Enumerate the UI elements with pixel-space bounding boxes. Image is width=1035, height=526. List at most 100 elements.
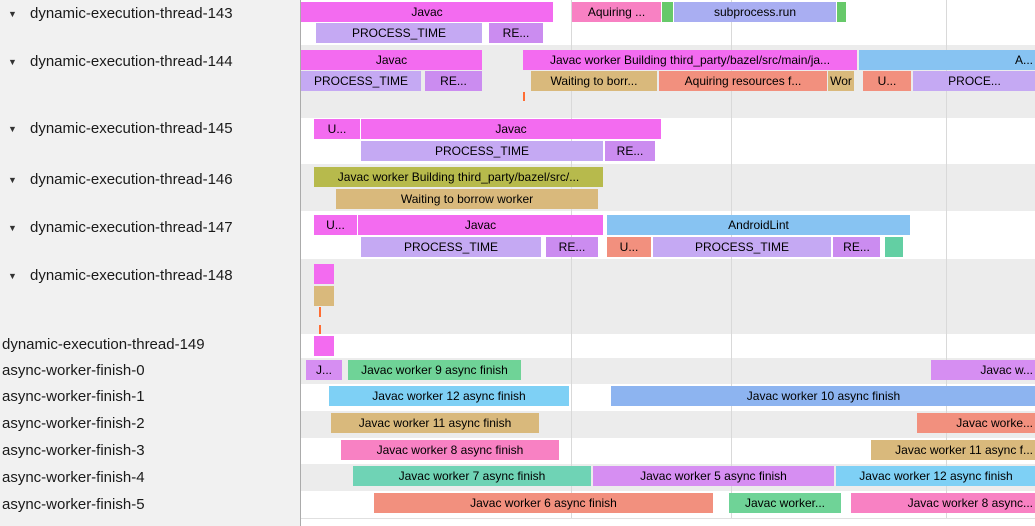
trace-event-label: RE... (440, 74, 467, 88)
trace-event[interactable]: Javac w... (931, 360, 1035, 380)
instant-event-tick[interactable] (523, 92, 525, 101)
trace-event[interactable]: PROCESS_TIME (361, 237, 541, 257)
sidebar-item-dynamic-execution-thread-144[interactable]: ▼ dynamic-execution-thread-144 (0, 52, 300, 72)
trace-event[interactable]: Javac worke... (917, 413, 1035, 433)
trace-event[interactable]: Javac (361, 119, 661, 139)
track-name: async-worker-finish-2 (2, 415, 145, 432)
trace-event[interactable]: Javac worker Building third_party/bazel/… (314, 167, 603, 187)
collapse-arrow-icon[interactable]: ▼ (8, 175, 17, 185)
trace-event-label: Javac (375, 53, 408, 67)
trace-event[interactable] (314, 286, 334, 306)
track-background (301, 334, 1035, 358)
trace-event[interactable]: Wor (828, 71, 854, 91)
trace-event[interactable]: Javac worker 5 async finish (593, 466, 834, 486)
trace-event[interactable]: AndroidLint (607, 215, 910, 235)
instant-event-tick[interactable] (319, 307, 321, 317)
trace-event-label: Javac worker 9 async finish (361, 363, 508, 377)
trace-event-label: Javac worker... (744, 496, 826, 510)
trace-event[interactable]: RE... (605, 141, 655, 161)
trace-event[interactable]: RE... (546, 237, 598, 257)
trace-event-label: RE... (616, 144, 644, 158)
trace-event[interactable]: Javac worker... (729, 493, 841, 513)
trace-event[interactable]: A... (859, 50, 1035, 70)
trace-event[interactable]: Javac worker 6 async finish (374, 493, 713, 513)
trace-event[interactable]: Waiting to borrow worker (336, 189, 598, 209)
collapse-arrow-icon[interactable]: ▼ (8, 223, 17, 233)
trace-event[interactable]: Aquiring resources f... (659, 71, 827, 91)
gridline (946, 0, 947, 518)
trace-event[interactable]: PROCESS_TIME (653, 237, 831, 257)
trace-event-label: Javac worker 5 async finish (640, 469, 787, 483)
trace-event[interactable]: Waiting to borr... (531, 71, 657, 91)
sidebar-item-dynamic-execution-thread-146[interactable]: ▼ dynamic-execution-thread-146 (0, 170, 300, 190)
sidebar-item-dynamic-execution-thread-147[interactable]: ▼ dynamic-execution-thread-147 (0, 218, 300, 238)
trace-event[interactable]: Javac worker 11 async finish (331, 413, 539, 433)
trace-event[interactable]: RE... (489, 23, 543, 43)
trace-event-label: PROCESS_TIME (351, 26, 447, 40)
trace-event-label: Waiting to borr... (550, 74, 638, 88)
trace-event[interactable]: U... (863, 71, 911, 91)
trace-event-label: U... (619, 240, 639, 254)
sidebar-item-dynamic-execution-thread-145[interactable]: ▼ dynamic-execution-thread-145 (0, 119, 300, 139)
trace-event[interactable]: Javac worker 9 async finish (348, 360, 521, 380)
trace-event-label: U... (327, 122, 347, 136)
track-name: dynamic-execution-thread-146 (30, 171, 233, 188)
trace-event[interactable]: U... (314, 119, 360, 139)
trace-event[interactable]: Aquiring ... (572, 2, 661, 22)
collapse-arrow-icon[interactable]: ▼ (8, 57, 17, 67)
sidebar-item-dynamic-execution-thread-148[interactable]: ▼ dynamic-execution-thread-148 (0, 266, 300, 286)
trace-event[interactable]: Javac (301, 2, 553, 22)
trace-event[interactable]: subprocess.run (674, 2, 836, 22)
sidebar-item-dynamic-execution-thread-149[interactable]: dynamic-execution-thread-149 (0, 335, 300, 355)
trace-event-label: Javac worker 7 async finish (398, 469, 546, 483)
trace-event[interactable]: J... (306, 360, 342, 380)
trace-event-label: PROCESS_TIME (694, 240, 790, 254)
trace-event[interactable]: U... (314, 215, 357, 235)
trace-event[interactable]: U... (607, 237, 651, 257)
trace-event-label: U... (877, 74, 897, 88)
collapse-arrow-icon[interactable]: ▼ (8, 271, 17, 281)
trace-event-label: RE... (502, 26, 530, 40)
trace-event[interactable]: Javac worker 10 async finish (611, 386, 1035, 406)
trace-event[interactable] (885, 237, 903, 257)
trace-event[interactable]: PROCESS_TIME (301, 71, 421, 91)
instant-event-tick[interactable] (319, 325, 321, 334)
trace-event[interactable] (837, 2, 846, 22)
trace-event[interactable]: Javac worker 8 async... (851, 493, 1035, 513)
trace-event[interactable]: Javac (358, 215, 603, 235)
track-name: dynamic-execution-thread-147 (30, 219, 233, 236)
trace-event[interactable]: Javac worker 12 async finish (836, 466, 1035, 486)
sidebar-item-async-worker-finish-1[interactable]: async-worker-finish-1 (0, 387, 300, 407)
trace-event[interactable]: PROCE... (913, 71, 1035, 91)
trace-event[interactable]: Javac worker 12 async finish (329, 386, 569, 406)
trace-event[interactable] (314, 336, 334, 356)
trace-event-label: J... (315, 363, 332, 377)
trace-event[interactable]: Javac worker 8 async finish (341, 440, 559, 460)
timeline-canvas[interactable]: Javac Aquiring ... subprocess.run PROCESS_T… (300, 0, 1035, 526)
trace-event[interactable]: RE... (833, 237, 880, 257)
trace-event-label: PROCESS_TIME (313, 74, 409, 88)
sidebar-item-async-worker-finish-3[interactable]: async-worker-finish-3 (0, 441, 300, 461)
trace-event[interactable]: RE... (425, 71, 482, 91)
trace-event-label: Javac worke... (956, 416, 1033, 430)
trace-event[interactable]: PROCESS_TIME (361, 141, 603, 161)
collapse-arrow-icon[interactable]: ▼ (8, 124, 17, 134)
trace-event[interactable]: Javac worker 7 async finish (353, 466, 591, 486)
trace-event[interactable]: Javac worker Building third_party/bazel/… (523, 50, 857, 70)
trace-event-label: subprocess.run (713, 5, 797, 19)
sidebar-item-async-worker-finish-4[interactable]: async-worker-finish-4 (0, 468, 300, 488)
trace-event-label: Aquiring ... (587, 5, 646, 19)
trace-event[interactable]: PROCESS_TIME (316, 23, 482, 43)
trace-event[interactable] (662, 2, 673, 22)
trace-event[interactable]: Javac (301, 50, 482, 70)
trace-event-label: Javac worker Building third_party/bazel/… (549, 53, 831, 67)
trace-event-label: Javac worker 11 async finish (358, 416, 512, 430)
sidebar-item-async-worker-finish-0[interactable]: async-worker-finish-0 (0, 361, 300, 381)
trace-event[interactable]: Javac worker 11 async f... (871, 440, 1035, 460)
collapse-arrow-icon[interactable]: ▼ (8, 9, 17, 19)
sidebar-item-async-worker-finish-5[interactable]: async-worker-finish-5 (0, 495, 300, 515)
trace-event[interactable] (314, 264, 334, 284)
sidebar-item-async-worker-finish-2[interactable]: async-worker-finish-2 (0, 414, 300, 434)
sidebar-item-dynamic-execution-thread-143[interactable]: ▼ dynamic-execution-thread-143 (0, 4, 300, 24)
